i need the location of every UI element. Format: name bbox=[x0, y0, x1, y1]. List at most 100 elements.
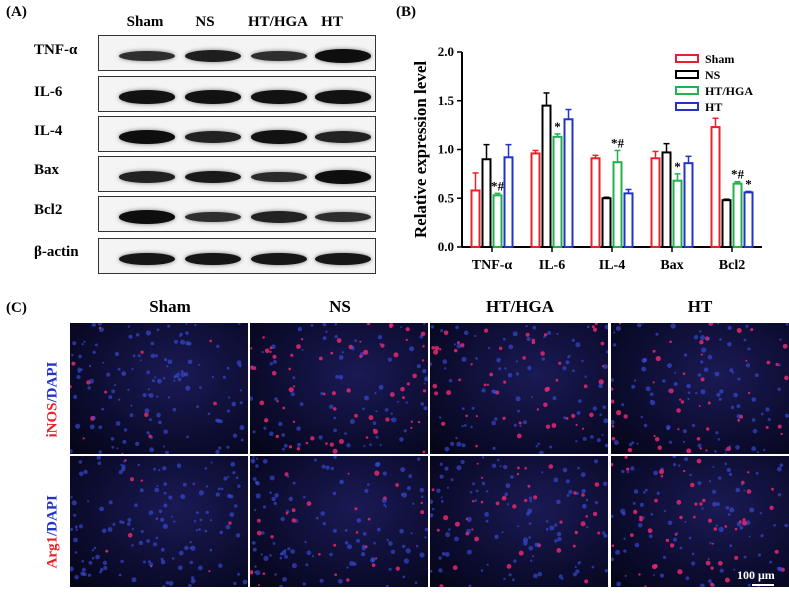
cell-dot bbox=[190, 545, 196, 551]
panel-label-a: (A) bbox=[6, 4, 27, 20]
cell-dot bbox=[602, 405, 607, 409]
cell-dot bbox=[410, 532, 413, 535]
cell-dot bbox=[332, 491, 337, 496]
bar bbox=[612, 161, 623, 248]
cell-dot bbox=[545, 527, 549, 531]
cell-dot bbox=[77, 367, 81, 371]
cell-dot bbox=[502, 416, 506, 420]
cell-dot bbox=[359, 340, 362, 343]
fluorescence-image bbox=[70, 323, 248, 454]
cell-dot bbox=[305, 441, 309, 445]
cell-dot bbox=[729, 507, 735, 513]
cell-dot bbox=[216, 344, 220, 348]
cell-dot bbox=[260, 553, 263, 556]
cell-dot bbox=[757, 553, 761, 557]
cell-dot bbox=[727, 325, 732, 331]
cell-dot bbox=[599, 413, 602, 416]
cell-dot bbox=[643, 491, 646, 494]
x-tick-label: TNF-α bbox=[472, 258, 513, 273]
cell-dot bbox=[71, 500, 77, 506]
cell-dot bbox=[385, 417, 390, 422]
cell-dot bbox=[252, 456, 255, 459]
cell-dot bbox=[551, 423, 557, 428]
cell-dot bbox=[644, 585, 647, 587]
cell-dot bbox=[156, 412, 161, 418]
cell-dot bbox=[697, 481, 702, 486]
cell-dot bbox=[745, 359, 748, 362]
cell-dot bbox=[318, 435, 323, 440]
cell-dot bbox=[408, 474, 413, 479]
cell-dot bbox=[510, 475, 514, 479]
fluorescence-image bbox=[250, 456, 428, 587]
bar bbox=[552, 135, 563, 248]
cell-dot bbox=[333, 428, 337, 433]
cell-dot bbox=[360, 552, 366, 557]
cell-dot bbox=[751, 418, 756, 422]
cell-dot bbox=[315, 516, 319, 520]
cell-dot bbox=[367, 483, 370, 486]
cell-dot bbox=[615, 549, 621, 555]
cell-dot bbox=[456, 341, 460, 345]
cell-dot bbox=[652, 381, 655, 384]
cell-dot bbox=[97, 461, 102, 465]
cell-dot bbox=[148, 510, 154, 515]
cell-dot bbox=[565, 360, 570, 365]
significance-label: *# bbox=[731, 167, 745, 182]
cell-dot bbox=[204, 467, 208, 470]
cell-dot bbox=[220, 487, 224, 491]
cell-dot bbox=[580, 472, 586, 478]
cell-dot bbox=[102, 560, 108, 566]
cell-dot bbox=[250, 396, 254, 401]
cell-dot bbox=[611, 557, 615, 562]
wb-band bbox=[119, 171, 175, 183]
cell-dot bbox=[356, 518, 362, 523]
cell-dot bbox=[584, 579, 589, 584]
cell-dot bbox=[568, 489, 573, 495]
cell-dot bbox=[83, 469, 88, 475]
cell-dot bbox=[572, 369, 575, 373]
cell-dot bbox=[475, 415, 478, 418]
cell-dot bbox=[381, 498, 387, 504]
cell-dot bbox=[321, 464, 326, 469]
cell-dot bbox=[78, 354, 82, 359]
cell-dot bbox=[105, 549, 109, 553]
cell-dot bbox=[423, 323, 426, 325]
cell-dot bbox=[585, 498, 589, 502]
cell-dot bbox=[532, 325, 537, 330]
cell-dot bbox=[653, 470, 658, 476]
cell-dot bbox=[372, 421, 377, 425]
cell-dot bbox=[507, 372, 513, 378]
cell-dot bbox=[621, 403, 625, 407]
cell-dot bbox=[626, 467, 630, 471]
cell-dot bbox=[297, 326, 302, 332]
cell-dot bbox=[70, 449, 73, 454]
cell-dot bbox=[707, 337, 710, 340]
cell-dot bbox=[335, 374, 339, 379]
cell-dot bbox=[623, 414, 628, 419]
cell-dot bbox=[355, 531, 359, 534]
cell-dot bbox=[118, 398, 121, 401]
cell-dot bbox=[252, 366, 255, 369]
cell-dot bbox=[373, 541, 376, 545]
cell-dot bbox=[288, 367, 291, 371]
cell-dot bbox=[719, 338, 722, 341]
wb-strip bbox=[98, 76, 376, 112]
cell-dot bbox=[430, 569, 433, 573]
cell-dot bbox=[256, 530, 262, 536]
cell-dot bbox=[577, 562, 580, 565]
cell-dot bbox=[389, 392, 395, 397]
cell-dot bbox=[752, 428, 758, 434]
cell-dot bbox=[264, 418, 269, 423]
cell-dot bbox=[81, 560, 85, 563]
cell-dot bbox=[139, 359, 142, 362]
cell-dot bbox=[734, 555, 739, 560]
cell-dot bbox=[264, 348, 270, 354]
cell-dot bbox=[784, 523, 788, 528]
cell-dot bbox=[712, 489, 717, 494]
cell-dot bbox=[480, 569, 484, 572]
cell-dot bbox=[106, 372, 111, 377]
cell-dot bbox=[674, 371, 677, 374]
cell-dot bbox=[191, 576, 195, 580]
cell-dot bbox=[273, 359, 277, 364]
cell-dot bbox=[375, 557, 378, 560]
